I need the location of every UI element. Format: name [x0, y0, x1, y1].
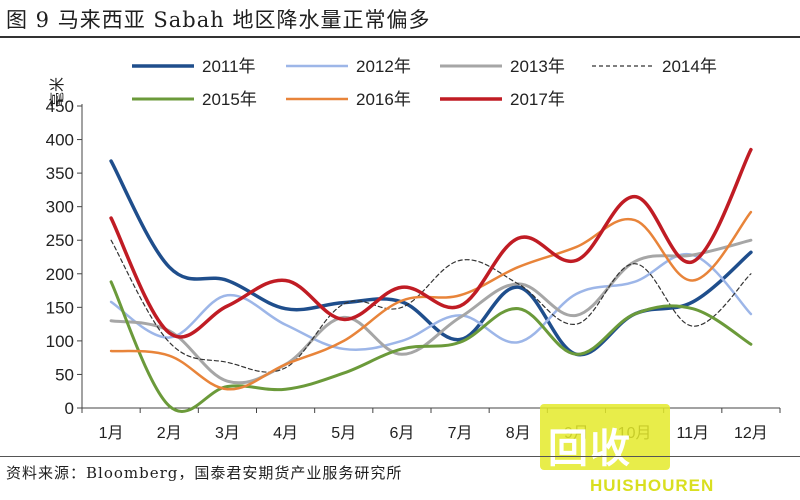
y-tick-label: 300 — [46, 198, 74, 217]
y-tick-label: 400 — [46, 131, 74, 150]
y-tick-label: 250 — [46, 231, 74, 250]
legend-label: 2011年 — [202, 57, 256, 76]
series-line-2014年 — [110, 239, 752, 373]
series-line-2017年 — [109, 147, 753, 339]
y-tick-label: 150 — [46, 298, 74, 317]
legend-label: 2015年 — [202, 90, 257, 109]
source-divider — [0, 456, 800, 457]
x-tick-label: 7月 — [448, 425, 473, 442]
x-tick-label: 2月 — [157, 425, 182, 442]
page-title: 图 9 马来西亚 Sabah 地区降水量正常偏多 — [6, 8, 431, 32]
watermark-text: 回收 — [548, 426, 632, 472]
x-tick-label: 5月 — [331, 425, 356, 442]
y-tick-label: 200 — [46, 265, 74, 284]
series-line-2013年 — [109, 238, 753, 385]
legend-label: 2016年 — [356, 90, 411, 109]
x-tick-label: 1月 — [99, 425, 124, 442]
y-tick-label: 0 — [65, 399, 74, 418]
x-tick-label: 12月 — [734, 425, 768, 442]
x-tick-label: 8月 — [506, 425, 531, 442]
legend-label: 2014年 — [662, 57, 717, 76]
legend-label: 2012年 — [356, 57, 411, 76]
source-note: 资料来源：Bloomberg，国泰君安期货产业服务研究所 — [6, 464, 403, 482]
x-tick-label: 11月 — [676, 425, 709, 442]
y-tick-label: 50 — [55, 365, 74, 384]
title-divider — [0, 36, 800, 38]
legend-label: 2013年 — [510, 57, 565, 76]
legend-label: 2017年 — [510, 90, 565, 109]
y-tick-label: 100 — [46, 332, 74, 351]
y-tick-label: 450 — [46, 97, 74, 116]
series-line-2012年 — [109, 252, 753, 352]
x-tick-label: 4月 — [273, 425, 298, 442]
watermark-badge — [540, 404, 670, 470]
series-line-2015年 — [109, 280, 753, 413]
x-tick-label: 6月 — [389, 425, 414, 442]
watermark-subtext: HUISHOUREN — [590, 476, 715, 495]
y-tick-label: 350 — [46, 164, 74, 183]
x-tick-label: 3月 — [215, 425, 240, 442]
series-line-2016年 — [109, 210, 753, 391]
y-axis-label: 毫米 — [48, 77, 66, 107]
